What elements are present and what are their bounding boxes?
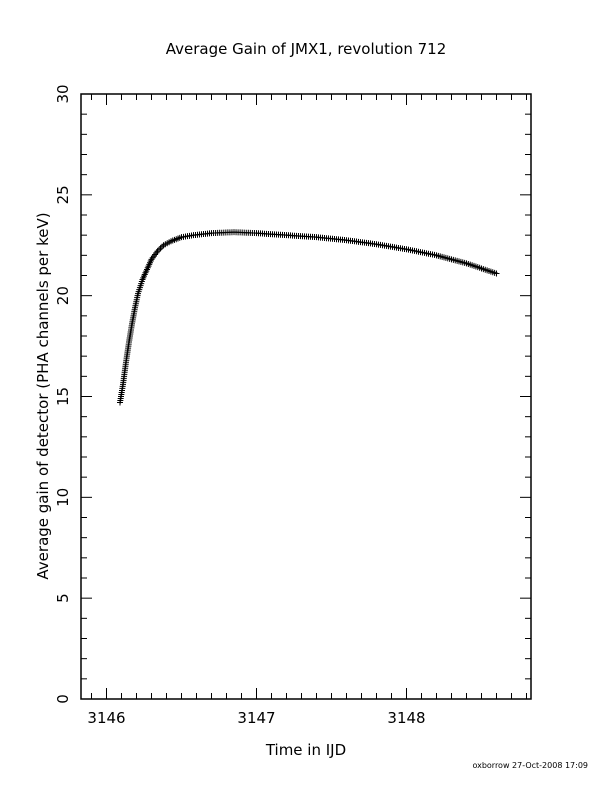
x-tick-label: 3146 (87, 709, 125, 727)
y-tick-label: 20 (54, 286, 72, 305)
data-point (493, 270, 500, 277)
plot-frame (80, 93, 532, 700)
y-tick-label: 25 (54, 185, 72, 204)
x-tick-label: 3147 (237, 709, 275, 727)
y-tick-label: 30 (54, 84, 72, 103)
data-points (117, 229, 500, 406)
y-tick-label: 15 (54, 387, 72, 406)
footer-stamp: oxborrow 27-Oct-2008 17:09 (472, 761, 588, 770)
tick-labels: 0 5 10 15 20 25 30 3146 3147 3148 (54, 84, 426, 727)
y-tick-label: 10 (54, 488, 72, 507)
axis-ticks (81, 93, 531, 700)
x-tick-label: 3148 (387, 709, 425, 727)
data-point (156, 246, 162, 253)
y-tick-label: 5 (54, 593, 72, 603)
chart-title: Average Gain of JMX1, revolution 712 (166, 40, 447, 58)
x-axis-label: Time in IJD (265, 741, 346, 759)
y-tick-label: 0 (54, 694, 72, 704)
data-point (157, 245, 164, 252)
y-axis-label: Average gain of detector (PHA channels p… (34, 212, 52, 579)
